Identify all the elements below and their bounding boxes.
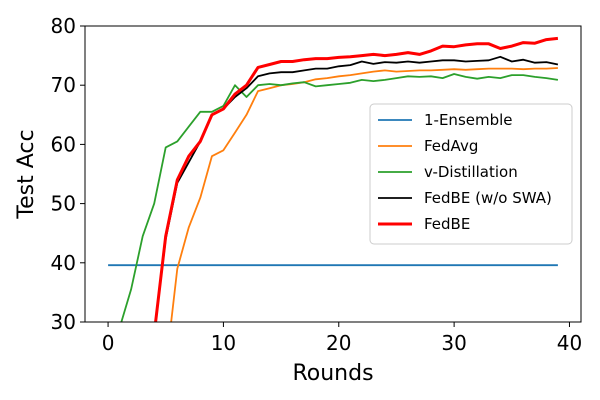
y-tick-label: 40	[51, 251, 76, 275]
y-tick-label: 70	[51, 73, 76, 97]
y-tick-label: 50	[51, 192, 76, 216]
legend-box	[369, 103, 573, 245]
x-tick-label: 10	[211, 331, 236, 355]
legend-label: FedBE (w/o SWA)	[424, 189, 552, 207]
series-line-fedavg	[170, 67, 558, 322]
plot-frame	[84, 25, 582, 323]
series-line-fedbe	[154, 36, 559, 322]
x-tick-label: 20	[326, 331, 351, 355]
series-layer	[108, 36, 559, 322]
legend-label: FedBE	[424, 215, 470, 233]
legend-label: FedAvg	[424, 137, 478, 155]
x-axis: 0 10 20 30 40	[102, 322, 582, 355]
y-axis-label: Test Acc	[14, 129, 39, 219]
x-axis-label: Rounds	[292, 361, 373, 386]
x-tick-label: 30	[441, 331, 466, 355]
legend-label: 1-Ensemble	[424, 111, 513, 129]
x-tick-label: 0	[102, 331, 115, 355]
series-line-v-distillation	[120, 73, 559, 322]
legend-label: v-Distillation	[424, 163, 518, 181]
x-tick-label: 40	[557, 331, 582, 355]
y-axis: 30 40 50 60 70 80	[51, 14, 85, 334]
y-tick-label: 60	[51, 132, 76, 156]
legend: 1-Ensemble FedAvg v-Distillation FedBE (w/o…	[369, 103, 573, 245]
y-tick-label: 30	[51, 310, 76, 334]
y-tick-label: 80	[51, 14, 76, 38]
